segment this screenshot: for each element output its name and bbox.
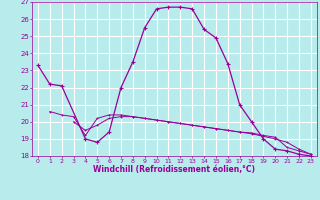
X-axis label: Windchill (Refroidissement éolien,°C): Windchill (Refroidissement éolien,°C) — [93, 165, 255, 174]
